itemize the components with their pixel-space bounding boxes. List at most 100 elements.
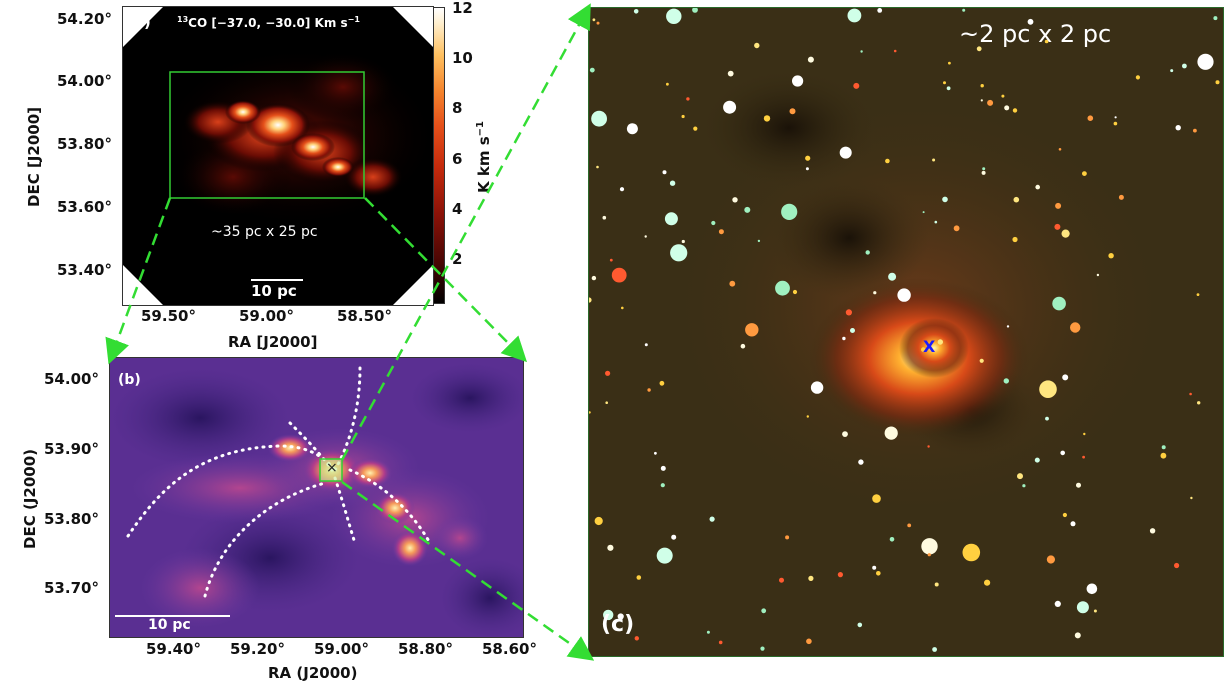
star [761,608,767,614]
star [837,572,843,578]
panel-a-scalebar-label: 10 pc [251,282,297,300]
star [889,537,895,542]
star [1182,63,1187,69]
panel-c-frame [588,7,1224,657]
star [619,187,625,192]
star [1058,148,1062,151]
star [805,155,811,161]
star [740,343,746,349]
star [927,553,931,557]
star [845,309,852,316]
star [982,167,986,171]
star [853,82,860,89]
star [1012,236,1018,243]
star [660,483,665,488]
star [745,323,759,337]
star [1193,128,1197,133]
star [781,203,798,220]
star [785,535,790,540]
star [962,543,981,562]
star [806,638,812,645]
star [1170,69,1174,73]
star [888,272,897,281]
star [842,431,848,437]
star [1114,116,1117,119]
star [981,170,986,175]
panel-a-ytick-1: 54.00° [57,72,112,90]
star [1083,432,1086,436]
star [842,336,846,341]
star [885,158,890,164]
star [692,8,698,13]
star [660,465,666,471]
star [1004,105,1010,111]
star [1160,452,1167,459]
star [876,571,881,576]
star [757,239,761,243]
star [942,196,948,203]
star [1074,632,1081,639]
star [654,451,657,455]
star [609,258,613,262]
star [621,306,624,310]
star [946,86,951,91]
panel-a-xtick-1: 59.00° [239,307,294,325]
star [850,328,855,333]
star [644,343,648,347]
star [907,523,912,528]
star [693,126,698,131]
panel-b-ytick-1: 53.90° [44,440,99,458]
star [711,220,716,226]
star [744,206,751,213]
star [980,84,984,88]
star [937,339,943,345]
star [1082,455,1085,459]
panel-c-tag: (c) [601,612,635,637]
star [1149,528,1156,534]
star [979,358,984,363]
star [897,288,911,302]
star [592,18,596,22]
star [763,115,771,122]
star [664,212,678,226]
star [775,280,790,296]
colorbar-tick-4: 4 [452,200,463,218]
star [607,544,614,551]
star [666,8,682,24]
panel-b-zoom-box [319,458,343,482]
star [732,197,738,203]
colorbar-label: K km s−1 [474,121,493,193]
star [605,370,611,376]
panel-b-xtick-3: 58.80° [398,640,453,658]
star [1113,121,1118,126]
panel-a-frame [122,6,434,306]
star [893,49,897,53]
panel-a-xtick-0: 59.50° [141,307,196,325]
panel-b-marker: × [326,460,338,476]
panel-a-xtick-2: 58.50° [337,307,392,325]
star [805,167,809,171]
star [603,609,614,621]
star [810,381,824,394]
star [1190,496,1193,500]
panel-a-ytick-3: 53.60° [57,198,112,216]
star [1135,75,1140,80]
panel-b-ylabel: DEC (J2000) [20,449,39,549]
panel-c-size-annotation: ~2 pc x 2 pc [959,20,1112,48]
star [589,411,591,414]
star [723,100,737,114]
star [636,575,642,580]
panel-b-xtick-0: 59.40° [146,640,201,658]
star [656,547,673,564]
star [932,158,936,162]
star [921,538,938,555]
star [596,165,599,169]
panel-a-ytick-4: 53.40° [57,261,112,279]
star [1070,322,1081,333]
star [976,46,982,52]
star [1054,223,1061,230]
star [1054,600,1061,608]
star [808,575,814,582]
panel-b-xlabel: RA (J2000) [268,664,358,682]
star [943,81,946,85]
